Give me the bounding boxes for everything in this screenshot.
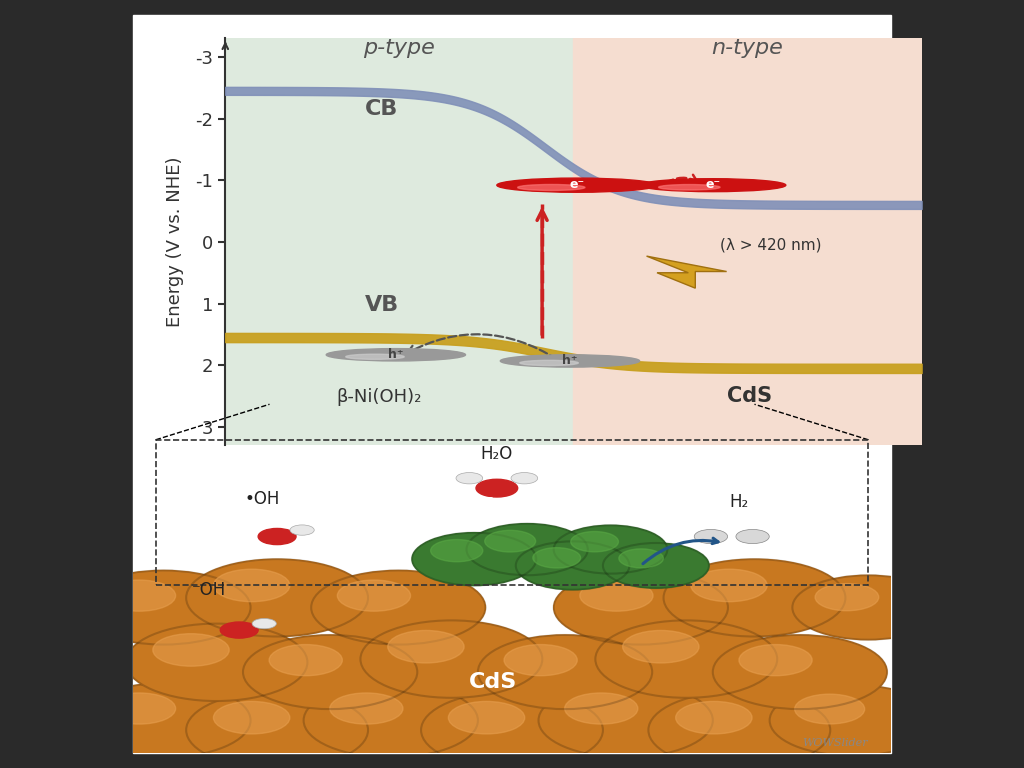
Circle shape [539, 684, 713, 757]
Circle shape [388, 631, 464, 663]
Text: n-type: n-type [712, 38, 783, 58]
Circle shape [421, 691, 603, 768]
Circle shape [793, 575, 944, 640]
Text: CdS: CdS [727, 386, 772, 406]
Circle shape [648, 691, 830, 768]
Text: β-Ni(OH)₂: β-Ni(OH)₂ [337, 389, 422, 406]
Circle shape [213, 569, 290, 601]
Circle shape [252, 618, 276, 629]
Text: h⁺: h⁺ [562, 354, 578, 367]
Bar [156, 440, 868, 585]
Circle shape [554, 525, 668, 574]
Text: CdS: CdS [469, 672, 517, 692]
Text: h⁺: h⁺ [388, 348, 403, 361]
Circle shape [327, 349, 466, 361]
Circle shape [186, 559, 368, 637]
Circle shape [412, 533, 537, 585]
Text: CB: CB [365, 100, 398, 120]
Text: e⁻: e⁻ [569, 178, 585, 191]
Circle shape [346, 354, 404, 359]
Polygon shape [646, 256, 727, 288]
Circle shape [520, 360, 579, 366]
Circle shape [243, 635, 418, 709]
Circle shape [518, 184, 585, 190]
Circle shape [456, 472, 482, 484]
Bar [133, 15, 891, 753]
Circle shape [618, 549, 664, 568]
Circle shape [570, 531, 618, 552]
Bar [573, 38, 922, 445]
Circle shape [258, 528, 296, 545]
Circle shape [360, 621, 543, 698]
Circle shape [449, 701, 524, 734]
Circle shape [736, 529, 769, 544]
Circle shape [311, 571, 485, 644]
Circle shape [739, 644, 812, 676]
Circle shape [290, 525, 314, 535]
Circle shape [153, 634, 229, 666]
Text: •OH: •OH [245, 490, 280, 508]
Circle shape [126, 624, 307, 701]
Circle shape [501, 355, 640, 367]
Circle shape [516, 541, 630, 590]
Circle shape [511, 472, 538, 484]
Circle shape [77, 571, 251, 644]
Circle shape [467, 524, 588, 575]
Circle shape [220, 622, 258, 638]
Circle shape [478, 635, 652, 709]
Text: WOWSlider: WOWSlider [803, 738, 868, 748]
Text: $\beta$-Ni(OH)$_2$: $\beta$-Ni(OH)$_2$ [482, 495, 571, 517]
Text: ⁻OH: ⁻OH [191, 581, 226, 598]
Circle shape [554, 571, 728, 644]
Text: H₂: H₂ [730, 494, 749, 511]
Text: (λ > 420 nm): (λ > 420 nm) [720, 238, 821, 253]
Circle shape [213, 701, 290, 734]
Circle shape [476, 479, 518, 497]
Circle shape [337, 580, 411, 611]
Circle shape [431, 540, 482, 561]
Circle shape [504, 644, 578, 676]
Circle shape [532, 548, 581, 568]
Circle shape [603, 543, 709, 588]
Circle shape [815, 584, 879, 611]
Text: H₂O: H₂O [480, 445, 513, 463]
Circle shape [595, 621, 777, 698]
Circle shape [658, 184, 720, 190]
Circle shape [713, 635, 887, 709]
Circle shape [497, 178, 657, 192]
Circle shape [580, 580, 653, 611]
Circle shape [770, 685, 936, 756]
Circle shape [691, 569, 767, 601]
Circle shape [77, 684, 251, 757]
Text: p-type: p-type [364, 38, 435, 58]
Circle shape [303, 684, 478, 757]
Circle shape [102, 580, 176, 611]
Circle shape [676, 701, 752, 734]
Circle shape [795, 694, 864, 724]
Circle shape [623, 631, 699, 663]
Y-axis label: Energy (V vs. NHE): Energy (V vs. NHE) [166, 157, 184, 327]
Circle shape [102, 693, 176, 724]
Circle shape [484, 531, 536, 552]
Circle shape [330, 693, 403, 724]
Circle shape [640, 179, 785, 192]
Circle shape [664, 559, 846, 637]
Circle shape [694, 529, 728, 544]
Circle shape [186, 691, 368, 768]
Bar [225, 38, 573, 445]
Circle shape [269, 644, 342, 676]
Text: VB: VB [365, 295, 398, 315]
Text: e⁻: e⁻ [706, 178, 720, 191]
Circle shape [564, 693, 638, 724]
